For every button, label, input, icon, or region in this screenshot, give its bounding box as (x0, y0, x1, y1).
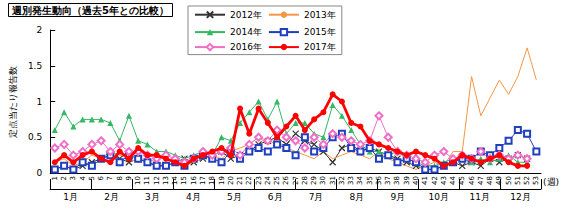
svg-text:36: 36 (375, 175, 383, 184)
svg-text:1: 1 (51, 176, 59, 180)
svg-text:31: 31 (329, 176, 337, 185)
svg-text:週別発生動向（過去5年との比較）: 週別発生動向（過去5年との比較） (11, 5, 169, 16)
svg-text:10月: 10月 (429, 192, 449, 202)
svg-text:6月: 6月 (268, 192, 283, 202)
svg-text:44: 44 (449, 175, 457, 184)
svg-text:49: 49 (495, 176, 503, 185)
svg-text:2015年: 2015年 (304, 27, 336, 37)
svg-text:28: 28 (301, 176, 309, 185)
svg-text:42: 42 (431, 176, 439, 185)
svg-text:19: 19 (218, 176, 226, 185)
svg-text:51: 51 (514, 176, 522, 185)
svg-text:35: 35 (366, 176, 374, 185)
svg-text:13: 13 (162, 176, 170, 185)
svg-text:8月: 8月 (350, 192, 365, 202)
svg-text:2月: 2月 (104, 192, 119, 202)
svg-text:47: 47 (477, 176, 485, 185)
svg-text:25: 25 (273, 176, 281, 185)
svg-text:16: 16 (190, 175, 198, 184)
svg-text:3月: 3月 (145, 192, 160, 202)
svg-text:14: 14 (171, 175, 179, 184)
svg-text:22: 22 (245, 176, 253, 185)
svg-text:7: 7 (106, 176, 114, 180)
svg-text:32: 32 (338, 176, 346, 185)
svg-text:2012年: 2012年 (230, 10, 262, 20)
svg-text:1: 1 (36, 97, 42, 107)
svg-text:1月: 1月 (63, 192, 78, 202)
svg-text:0: 0 (36, 168, 42, 178)
svg-text:定点当たり報告数: 定点当たり報告数 (8, 66, 18, 138)
svg-text:34: 34 (356, 175, 364, 184)
svg-text:50: 50 (505, 176, 513, 185)
svg-text:46: 46 (468, 175, 476, 184)
svg-text:12月: 12月 (510, 192, 530, 202)
svg-text:20: 20 (227, 176, 235, 185)
svg-text:2: 2 (36, 25, 42, 35)
svg-text:27: 27 (292, 176, 300, 185)
svg-text:9: 9 (125, 176, 133, 180)
svg-text:2: 2 (60, 176, 68, 180)
svg-text:15: 15 (180, 176, 188, 185)
svg-text:0.5: 0.5 (28, 132, 42, 142)
svg-text:21: 21 (236, 176, 244, 185)
svg-text:7月: 7月 (309, 192, 324, 202)
svg-text:23: 23 (255, 176, 263, 185)
svg-text:(週): (週) (543, 177, 559, 187)
svg-text:4: 4 (79, 175, 87, 180)
svg-text:53: 53 (532, 176, 540, 185)
svg-text:3: 3 (69, 176, 77, 180)
svg-text:33: 33 (347, 176, 355, 185)
svg-text:6: 6 (97, 175, 105, 180)
svg-text:39: 39 (403, 176, 411, 185)
svg-text:8: 8 (116, 176, 124, 180)
svg-text:2013年: 2013年 (304, 10, 336, 20)
svg-text:17: 17 (199, 176, 207, 185)
svg-text:30: 30 (319, 176, 327, 185)
svg-text:11: 11 (143, 176, 151, 185)
svg-text:26: 26 (282, 175, 290, 184)
svg-text:40: 40 (412, 176, 420, 185)
svg-text:29: 29 (310, 176, 318, 185)
svg-text:18: 18 (208, 176, 216, 185)
svg-text:11月: 11月 (469, 192, 489, 202)
svg-text:41: 41 (421, 176, 429, 185)
svg-text:37: 37 (384, 176, 392, 185)
svg-text:2014年: 2014年 (230, 27, 262, 37)
svg-text:10: 10 (134, 176, 142, 185)
svg-text:38: 38 (393, 176, 401, 185)
svg-text:12: 12 (153, 176, 161, 185)
svg-text:5月: 5月 (227, 192, 242, 202)
svg-text:48: 48 (486, 176, 494, 185)
svg-text:45: 45 (458, 176, 466, 185)
svg-text:5: 5 (88, 176, 96, 180)
svg-text:2017年: 2017年 (304, 42, 336, 52)
svg-text:9月: 9月 (390, 192, 405, 202)
svg-text:4月: 4月 (186, 192, 201, 202)
svg-text:1.5: 1.5 (28, 61, 42, 71)
svg-text:43: 43 (440, 176, 448, 185)
svg-text:24: 24 (264, 175, 272, 184)
svg-text:2016年: 2016年 (230, 42, 262, 52)
svg-text:52: 52 (523, 176, 531, 185)
